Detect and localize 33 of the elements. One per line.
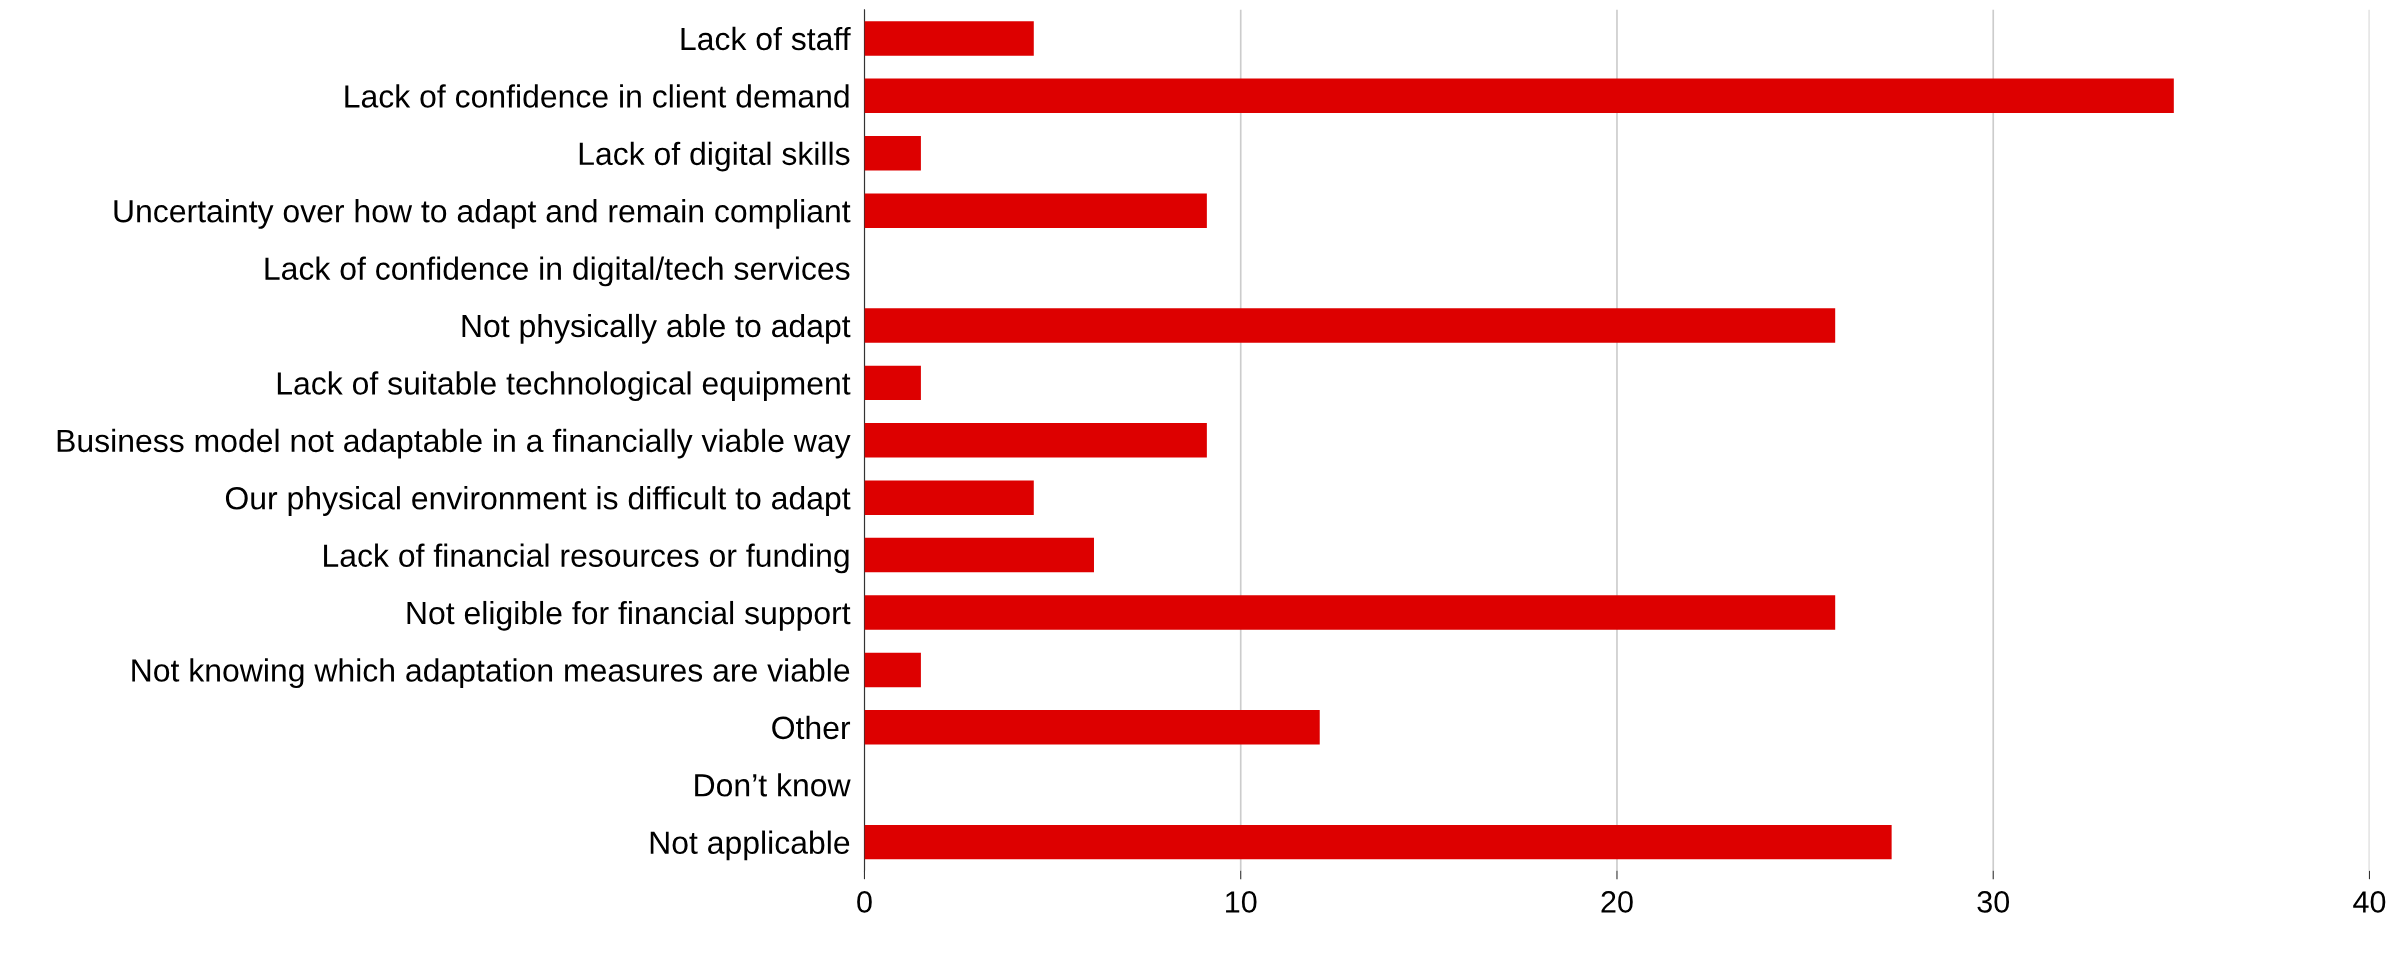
bar [864, 136, 921, 171]
bar [864, 710, 1320, 745]
y-tick-label: Not physically able to adapt [462, 313, 851, 344]
x-tick-label: 40 [2353, 891, 2386, 913]
bar [864, 21, 1034, 56]
bar [864, 652, 921, 688]
bar [864, 537, 1094, 573]
y-tick-label: Lack of financial resources or funding [324, 543, 849, 574]
y-tick-label: Lack of confidence in digital/tech services [265, 256, 850, 287]
y-tick-label: Business model not adaptable in a financially viable way [57, 428, 851, 459]
x-tick-label: 30 [1977, 891, 2010, 913]
bar [864, 308, 1836, 343]
y-tick-label: Not knowing which adaptation measures are viable [132, 658, 850, 689]
y-tick-label: Don’t know [695, 773, 851, 797]
x-tick-label: 20 [1601, 891, 1633, 913]
bar [864, 365, 921, 401]
y-tick-label: Lack of suitable technological equipment [277, 371, 851, 402]
x-tick-label: 10 [1226, 891, 1257, 913]
bar [864, 423, 1207, 458]
bar [864, 595, 1836, 630]
y-tick-label: Lack of staff [681, 26, 851, 51]
y-tick-label: Our physical environment is difficult to adapt [225, 486, 851, 516]
y-tick-label: Not eligible for financial support [407, 600, 851, 631]
y-tick-label: Lack of confidence in client demand [345, 84, 849, 108]
bar [864, 824, 1892, 860]
bar [864, 480, 1034, 515]
x-tick-label: 0 [857, 891, 872, 913]
y-tick-label: Other [772, 715, 851, 740]
bar [864, 193, 1207, 228]
y-tick-label: Uncertainty over how to adapt and remain compliant [114, 199, 851, 229]
y-tick-label: Not applicable [650, 830, 850, 861]
y-tick-label: Lack of digital skills [579, 141, 850, 172]
bar [864, 78, 2174, 114]
